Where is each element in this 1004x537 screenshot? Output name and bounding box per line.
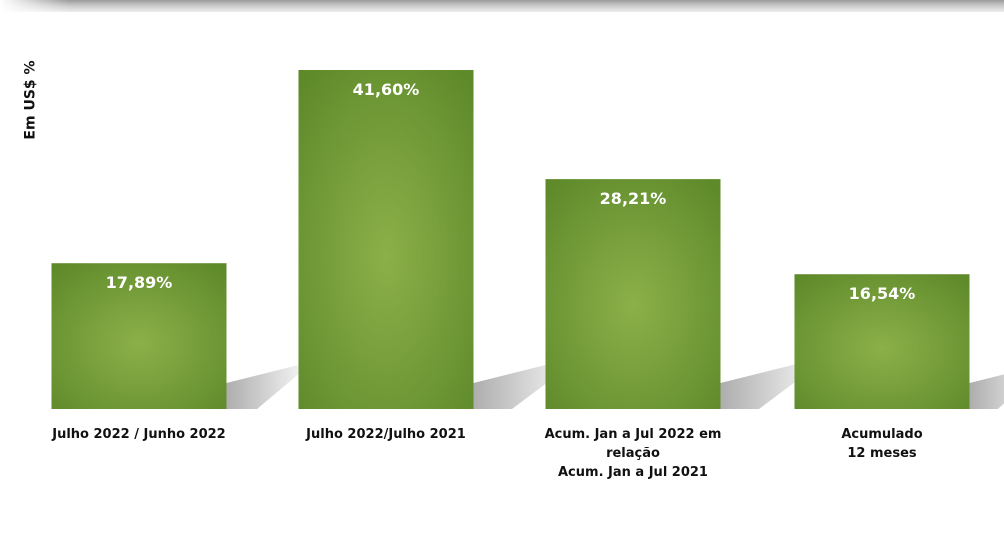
category-label: Acum. Jan a Jul 2022 em bbox=[545, 427, 722, 442]
bar bbox=[51, 263, 227, 409]
bar-shadow bbox=[969, 374, 1004, 409]
top-header-strip bbox=[0, 0, 1004, 12]
category-label: relação bbox=[606, 446, 660, 461]
bar-value-label: 17,89% bbox=[106, 273, 173, 292]
header-strip-fade bbox=[0, 0, 70, 12]
bar-value-label: 16,54% bbox=[849, 284, 916, 303]
bar bbox=[794, 274, 970, 409]
bar-shadow bbox=[226, 361, 314, 409]
category-label: 12 meses bbox=[847, 446, 917, 461]
category-label: Julho 2022/Julho 2021 bbox=[305, 427, 466, 442]
category-label: Julho 2022 / Junho 2022 bbox=[51, 427, 225, 442]
bar bbox=[298, 70, 474, 409]
category-label: Acumulado bbox=[841, 427, 922, 442]
bar-value-label: 41,60% bbox=[353, 80, 420, 99]
bar-value-label: 28,21% bbox=[600, 189, 667, 208]
category-label: Acum. Jan a Jul 2021 bbox=[558, 465, 708, 480]
bar bbox=[545, 179, 721, 409]
